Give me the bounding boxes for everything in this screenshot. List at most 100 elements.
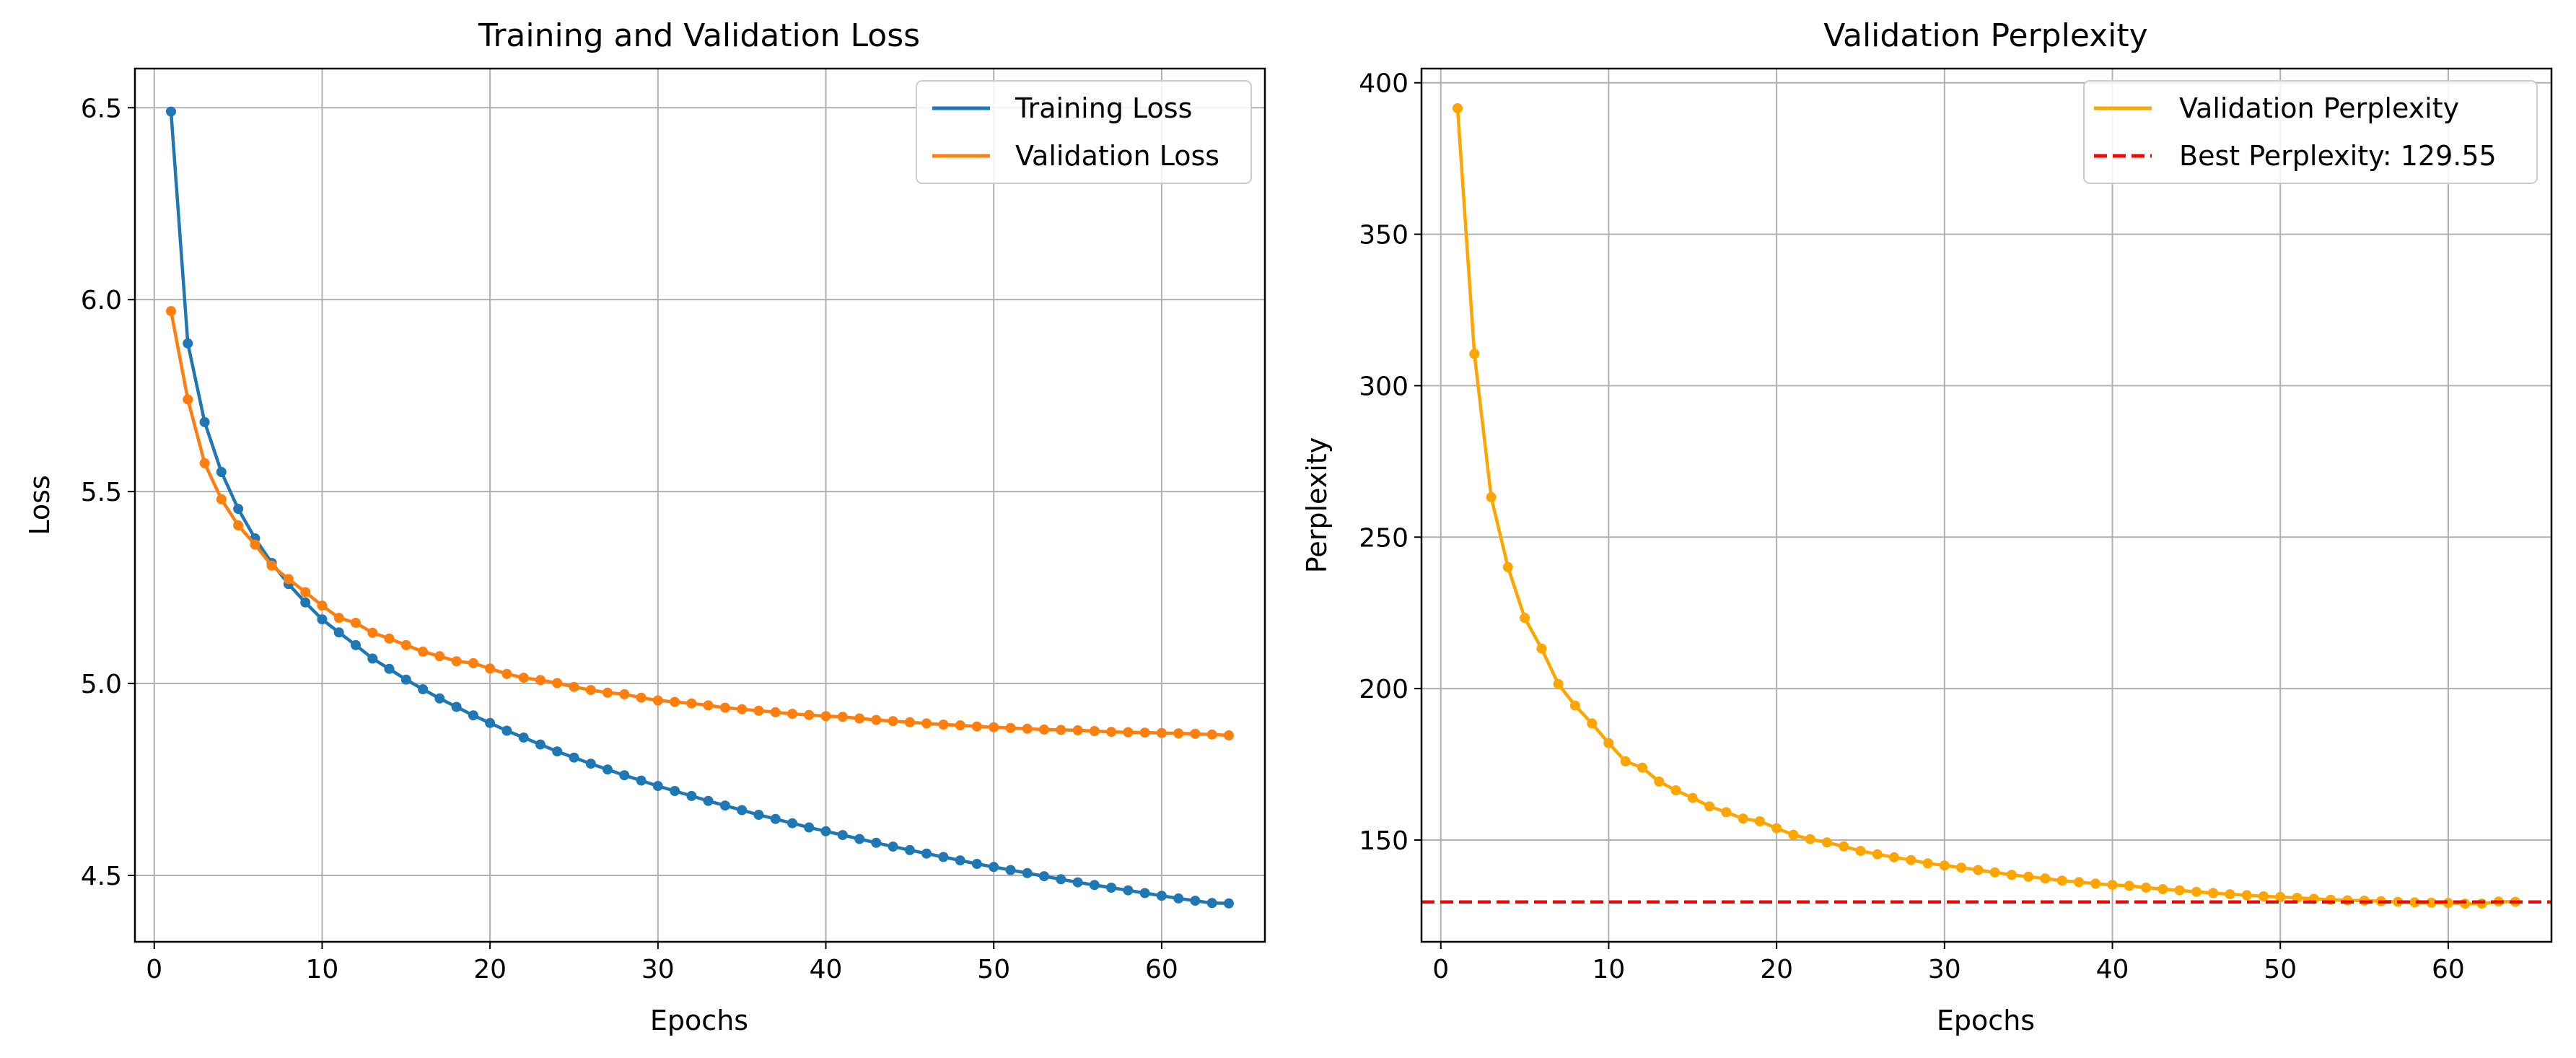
loss-y-tick-label: 4.5 (81, 862, 122, 891)
validation-perplexity-point (1973, 865, 1984, 875)
training-loss-point (1156, 891, 1167, 901)
validation-perplexity-point (2275, 891, 2286, 902)
validation-perplexity-point (2006, 870, 2017, 880)
perplexity-y-tick-label: 350 (1359, 221, 1409, 250)
loss-x-tick-label: 0 (146, 955, 162, 984)
training-loss-point (1089, 880, 1100, 891)
perplexity-x-tick-label: 30 (1928, 955, 1961, 984)
validation-perplexity-point (1453, 103, 1463, 113)
training-loss-point (854, 834, 865, 844)
validation-loss-point (518, 673, 529, 683)
validation-loss-point (904, 717, 915, 727)
training-loss-point (183, 338, 193, 349)
perplexity-chart-legend: Validation Perplexity Best Perplexity: 1… (2083, 80, 2538, 184)
validation-perplexity-point (2074, 877, 2084, 888)
validation-perplexity-point (1520, 613, 1530, 624)
validation-perplexity-legend-label: Validation Perplexity (2179, 92, 2459, 124)
validation-perplexity-point (1569, 700, 1580, 711)
loss-x-tick-label: 10 (306, 955, 339, 984)
training-loss-point (871, 837, 882, 848)
perplexity-legend-box (2083, 80, 2538, 184)
validation-perplexity-point (1956, 862, 1967, 873)
perplexity-y-tick-label: 250 (1359, 523, 1409, 553)
perplexity-x-tick-label: 50 (2264, 955, 2297, 984)
validation-loss-point (367, 627, 378, 638)
validation-perplexity-point (1906, 854, 1916, 865)
training-loss-point (1123, 885, 1134, 896)
loss-legend-box (916, 80, 1252, 184)
perplexity-x-tick-label: 0 (1432, 955, 1449, 984)
validation-loss-point (737, 704, 748, 714)
validation-perplexity-point (2342, 895, 2353, 906)
validation-loss-legend-label: Validation Loss (1015, 140, 1219, 172)
validation-loss-point (770, 707, 781, 717)
validation-loss-point (787, 709, 797, 720)
validation-perplexity-point (1486, 491, 1497, 502)
training-loss-point (501, 725, 512, 736)
validation-perplexity-point (2241, 890, 2252, 901)
validation-loss-point (233, 520, 244, 530)
perplexity-chart-title: Validation Perplexity (1823, 17, 2147, 54)
loss-chart-grid (135, 69, 1265, 942)
validation-loss-point (418, 646, 429, 657)
training-loss-point (468, 710, 478, 721)
validation-perplexity-point (2141, 882, 2152, 893)
validation-loss-point (1156, 727, 1167, 738)
validation-perplexity-point (2460, 899, 2471, 909)
loss-chart-ticks: 0 10 20 30 40 50 60 4.5 5.0 5.5 6.0 6.5 (81, 94, 1178, 984)
loss-chart: Training and Validation Loss 0 10 20 30 40 50… (24, 17, 1266, 1036)
validation-loss-point (955, 720, 965, 730)
validation-perplexity-point (1704, 801, 1715, 812)
training-loss-point (971, 859, 982, 869)
validation-perplexity-point (1587, 718, 1598, 729)
loss-y-tick-label: 6.5 (81, 94, 122, 123)
validation-loss-point (585, 685, 596, 696)
validation-perplexity-point (2258, 891, 2269, 901)
validation-loss-point (351, 618, 361, 628)
validation-perplexity-point (2174, 885, 2185, 896)
training-loss-point (434, 693, 445, 704)
validation-loss-point (216, 494, 227, 504)
validation-perplexity-point (1721, 807, 1732, 818)
training-loss-legend-label: Training Loss (1015, 92, 1192, 124)
perplexity-chart-frame (1420, 67, 2553, 943)
validation-loss-point (619, 688, 630, 699)
validation-perplexity-point (1855, 846, 1866, 857)
validation-loss-point (400, 639, 411, 650)
training-loss-point (888, 841, 898, 852)
validation-loss-point (888, 716, 898, 727)
training-loss-point (670, 786, 680, 796)
validation-perplexity-point (1922, 858, 1933, 869)
training-loss-point (787, 818, 797, 829)
training-loss-point (400, 674, 411, 685)
validation-loss-point (703, 700, 714, 711)
loss-chart-series (166, 106, 1234, 909)
validation-loss-point (1206, 729, 1217, 740)
perplexity-x-tick-label: 40 (2096, 955, 2129, 984)
training-loss-point (569, 752, 579, 763)
best-perplexity-legend-label: Best Perplexity: 129.55 (2179, 140, 2497, 172)
validation-perplexity-point (1502, 561, 1513, 572)
loss-chart-title: Training and Validation Loss (478, 17, 920, 54)
validation-perplexity-point (1654, 777, 1665, 787)
validation-loss-point (753, 705, 764, 716)
validation-loss-point (317, 600, 328, 611)
training-loss-point (1190, 896, 1201, 906)
training-loss-point (703, 795, 714, 806)
training-loss-point (737, 805, 748, 816)
validation-perplexity-point (1939, 860, 1950, 871)
perplexity-x-tick-label: 60 (2432, 955, 2465, 984)
training-loss-point (820, 826, 831, 836)
validation-loss-point (485, 663, 496, 674)
training-loss-point (485, 717, 496, 728)
validation-loss-point (468, 657, 478, 668)
validation-loss-point (989, 722, 999, 733)
validation-perplexity-point (2426, 897, 2437, 908)
training-loss-point (233, 504, 244, 515)
perplexity-chart-ylabel: Perplexity (1301, 437, 1333, 573)
loss-y-tick-label: 5.5 (81, 478, 122, 507)
validation-perplexity-point (1872, 849, 1883, 860)
training-loss-point (938, 852, 949, 862)
validation-loss-point (250, 539, 260, 550)
